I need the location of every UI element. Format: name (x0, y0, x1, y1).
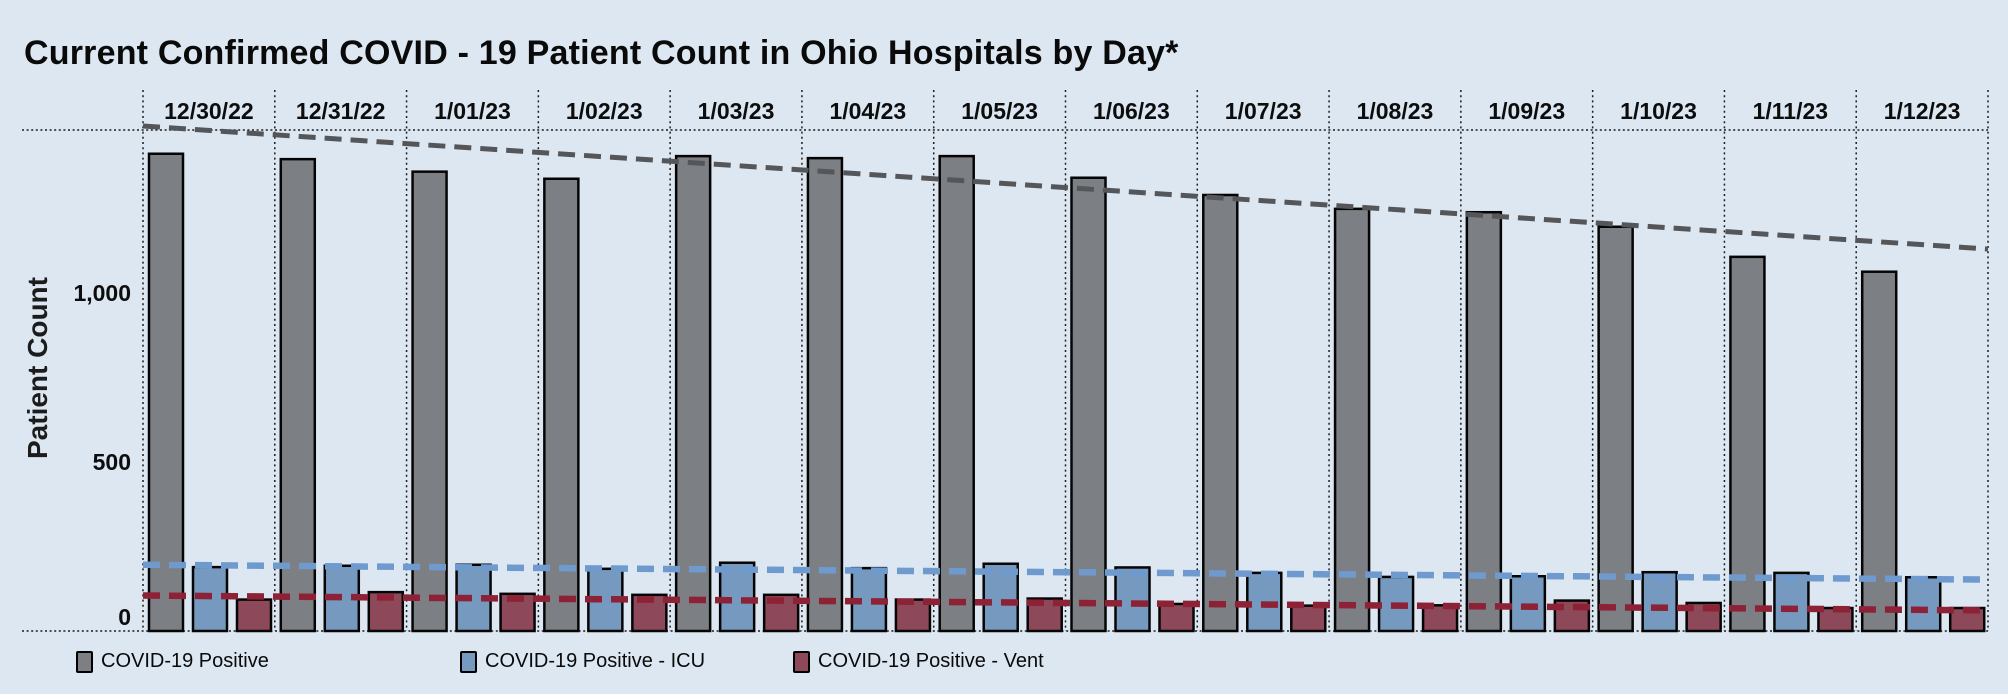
bar-covid-19-positive-1/10/23 (1597, 225, 1634, 633)
x-axis-label: 1/04/23 (829, 98, 906, 124)
trendline-covid-19-positive-vent (142, 592, 1989, 614)
bar-covid-19-positive-vent-1/06/23 (1158, 602, 1195, 633)
bar-covid-19-positive-vent-1/07/23 (1290, 604, 1327, 633)
legend-label-covid-positive-vent: COVID-19 Positive - Vent (818, 650, 1044, 672)
bar-covid-19-positive-1/05/23 (938, 154, 975, 633)
bar-covid-19-positive-12/31/22 (279, 157, 317, 633)
bar-covid-19-positive-1/09/23 (1465, 210, 1503, 633)
bar-covid-19-positive-1/03/23 (674, 154, 712, 633)
bar-covid-19-positive-icu-1/11/23 (1773, 571, 1810, 633)
x-axis-label: 1/03/23 (698, 98, 775, 124)
legend-label-covid-positive-icu: COVID-19 Positive - ICU (485, 650, 706, 672)
x-axis-label: 1/07/23 (1225, 98, 1302, 124)
legend-swatch-covid-positive (76, 650, 93, 673)
bar-covid-19-positive-1/08/23 (1333, 207, 1371, 633)
bottom-margin (0, 694, 2008, 699)
bar-covid-19-positive-1/04/23 (806, 156, 844, 633)
legend-label-covid-positive: COVID-19 Positive (101, 650, 269, 672)
bar-covid-19-positive-12/30/22 (147, 152, 185, 633)
bar-covid-19-positive-1/06/23 (1070, 176, 1107, 633)
y-axis-tick-label: 1,000 (73, 280, 131, 306)
legend-item-covid-positive-icu: COVID-19 Positive - ICU (460, 650, 705, 673)
bar-covid-19-positive-icu-1/10/23 (1641, 570, 1678, 633)
legend-item-covid-positive: COVID-19 Positive (76, 650, 269, 673)
bar-covid-19-positive-1/12/23 (1860, 270, 1898, 633)
x-axis-label: 1/06/23 (1093, 98, 1170, 124)
legend-item-covid-positive-vent: COVID-19 Positive - Vent (793, 650, 1044, 673)
bar-covid-19-positive-1/11/23 (1729, 255, 1766, 633)
x-axis-label: 1/10/23 (1620, 98, 1697, 124)
x-axis-label: 1/12/23 (1884, 98, 1961, 124)
bar-covid-19-positive-icu-1/12/23 (1904, 576, 1942, 633)
x-axis-label: 1/08/23 (1357, 98, 1434, 124)
x-axis-label: 12/30/22 (164, 98, 254, 124)
bar-covid-19-positive-vent-1/01/23 (499, 592, 536, 633)
bar-covid-19-positive-1/01/23 (411, 170, 448, 633)
trendline-covid-19-positive-icu (142, 561, 1989, 583)
x-axis-label: 12/31/22 (296, 98, 386, 124)
legend-swatch-covid-positive-vent (793, 650, 810, 673)
x-axis-label: 1/09/23 (1488, 98, 1565, 124)
x-axis-label: 1/01/23 (434, 98, 511, 124)
bar-covid-19-positive-icu-1/03/23 (718, 561, 756, 633)
bar-covid-19-positive-vent-1/08/23 (1421, 604, 1459, 633)
x-axis-label: 1/05/23 (961, 98, 1038, 124)
bar-covid-19-positive-1/07/23 (1202, 193, 1239, 633)
bar-covid-19-positive-1/02/23 (543, 177, 580, 633)
x-axis-label: 1/02/23 (566, 98, 643, 124)
legend-swatch-covid-positive-icu (460, 650, 477, 673)
x-axis-label: 1/11/23 (1753, 98, 1828, 124)
bar-covid-19-positive-vent-12/30/22 (235, 598, 273, 633)
trendline-covid-19-positive (142, 123, 1989, 252)
chart-title: Current Confirmed COVID - 19 Patient Cou… (24, 34, 1179, 72)
y-axis-tick-label: 0 (118, 604, 131, 630)
bar-covid-19-positive-icu-1/06/23 (1114, 566, 1151, 633)
y-axis-tick-label: 500 (93, 449, 131, 475)
